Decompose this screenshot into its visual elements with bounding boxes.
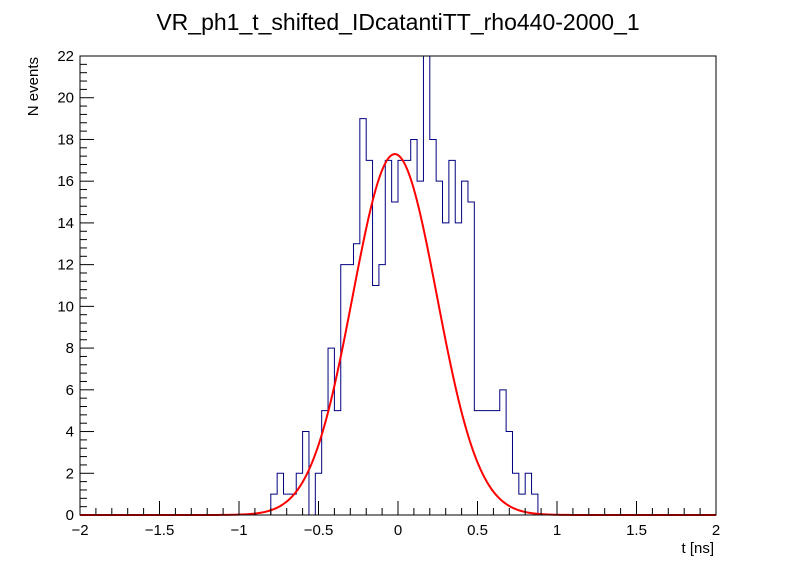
y-tick-label: 20 (57, 90, 74, 107)
y-tick-label: 8 (66, 340, 74, 357)
y-tick-label: 18 (57, 131, 74, 148)
x-tick-label: 0 (394, 522, 402, 539)
x-tick-label: −1.5 (145, 522, 175, 539)
x-tick-label: −2 (71, 522, 88, 539)
y-tick-label: 0 (66, 507, 74, 524)
x-axis-label: t [ns] (681, 540, 714, 557)
x-axis: −2 −1.5 −1 −0.5 0 0.5 1 1.5 2 (71, 501, 720, 539)
x-tick-label: 1 (553, 522, 561, 539)
y-tick-label: 14 (57, 215, 74, 232)
y-axis: 0 2 4 6 8 10 12 14 16 18 20 22 (57, 48, 94, 524)
x-tick-label: −0.5 (304, 522, 334, 539)
plot-area (80, 56, 716, 515)
x-tick-label: 1.5 (626, 522, 647, 539)
x-tick-label: 0.5 (467, 522, 488, 539)
x-tick-label: 2 (712, 522, 720, 539)
y-tick-label: 22 (57, 48, 74, 65)
chart-title: VR_ph1_t_shifted_IDcatantiTT_rho440-2000… (156, 9, 639, 35)
y-tick-label: 4 (66, 424, 74, 441)
y-axis-label: N events (25, 57, 42, 116)
y-tick-label: 2 (66, 465, 74, 482)
y-tick-label: 12 (57, 257, 74, 274)
y-tick-label: 16 (57, 173, 74, 190)
y-tick-label: 10 (57, 298, 74, 315)
x-tick-label: −1 (230, 522, 247, 539)
y-tick-label: 6 (66, 382, 74, 399)
